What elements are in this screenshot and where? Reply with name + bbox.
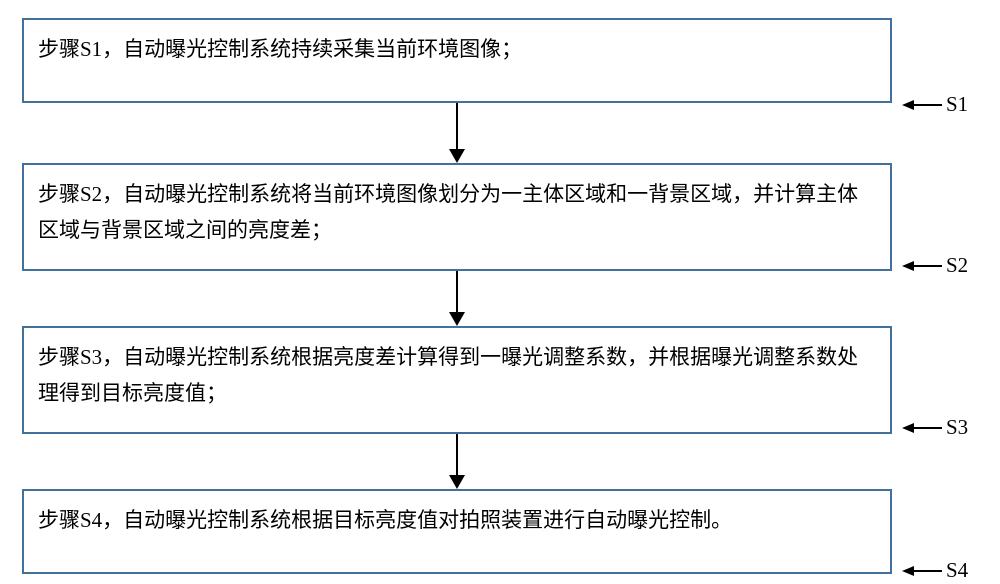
step-side-label-s4: S4 <box>902 558 968 583</box>
step-text-s4: 步骤S4，自动曝光控制系统根据目标亮度值对拍照装置进行自动曝光控制。 <box>38 503 876 539</box>
step-side-label-s1: S1 <box>902 92 968 117</box>
step-text-s2: 步骤S2，自动曝光控制系统将当前环境图像划分为一主体区域和一背景区域，并计算主体… <box>38 177 876 248</box>
step-box-s1: 步骤S1，自动曝光控制系统持续采集当前环境图像； <box>22 18 892 103</box>
arrow-left-icon <box>902 99 942 111</box>
step-box-s2: 步骤S2，自动曝光控制系统将当前环境图像划分为一主体区域和一背景区域，并计算主体… <box>22 163 892 271</box>
step-side-label-s2: S2 <box>902 253 968 278</box>
step-text-s1: 步骤S1，自动曝光控制系统持续采集当前环境图像； <box>38 32 876 68</box>
arrow-down-icon <box>446 103 468 163</box>
arrow-left-icon <box>902 260 942 272</box>
step-id-label: S4 <box>946 558 968 583</box>
arrow-down-icon <box>446 271 468 326</box>
step-text-s3: 步骤S3，自动曝光控制系统根据亮度差计算得到一曝光调整系数，并根据曝光调整系数处… <box>38 340 876 411</box>
step-id-label: S3 <box>946 415 968 440</box>
step-box-s4: 步骤S4，自动曝光控制系统根据目标亮度值对拍照装置进行自动曝光控制。 <box>22 489 892 574</box>
step-box-s3: 步骤S3，自动曝光控制系统根据亮度差计算得到一曝光调整系数，并根据曝光调整系数处… <box>22 326 892 434</box>
arrow-left-icon <box>902 422 942 434</box>
step-side-label-s3: S3 <box>902 415 968 440</box>
step-id-label: S2 <box>946 253 968 278</box>
step-id-label: S1 <box>946 92 968 117</box>
arrow-left-icon <box>902 565 942 577</box>
arrow-down-icon <box>446 434 468 489</box>
flowchart-canvas: 步骤S1，自动曝光控制系统持续采集当前环境图像； S1 步骤S2，自动曝光控制系统将… <box>0 0 1000 584</box>
